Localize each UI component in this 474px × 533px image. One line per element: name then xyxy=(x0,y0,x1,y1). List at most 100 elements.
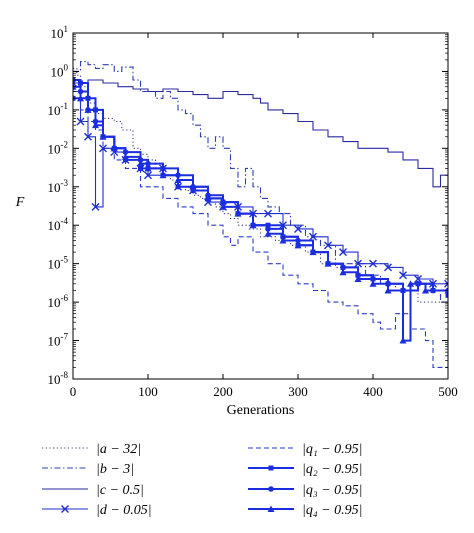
data-point xyxy=(144,164,152,172)
x-axis-title: Generations xyxy=(227,403,295,418)
legend-item: |a − 32| xyxy=(42,442,141,457)
series-3 xyxy=(73,79,448,199)
legend: |a − 32| |b − 3| |c − 0.5| |d − 0.05| |q₁ − … xyxy=(42,442,363,518)
data-point xyxy=(309,248,317,256)
data-point xyxy=(99,144,107,153)
data-point xyxy=(175,184,181,190)
data-point xyxy=(407,280,414,287)
legend-item: |q₁ − 0.95| xyxy=(248,442,363,457)
legend-item: |c − 0.5| xyxy=(42,483,144,498)
data-point xyxy=(84,132,92,141)
x-tick-label: 0 xyxy=(70,384,77,399)
data-point xyxy=(445,292,448,298)
data-point xyxy=(219,203,227,210)
y-tick-label: 100 xyxy=(51,62,69,79)
series-1 xyxy=(73,67,448,303)
data-point xyxy=(99,133,107,140)
legend-item: |b − 3| xyxy=(42,462,134,477)
data-point xyxy=(159,171,167,179)
data-point xyxy=(84,106,92,113)
series-8 xyxy=(73,83,448,344)
y-tick-label: 10-3 xyxy=(48,178,69,195)
y-tick-label: 10-4 xyxy=(48,216,69,233)
plot-frame xyxy=(72,32,449,380)
data-point xyxy=(324,260,332,267)
data-point xyxy=(369,280,377,287)
data-point xyxy=(384,263,392,272)
data-point xyxy=(92,121,99,129)
series-line xyxy=(73,79,448,199)
y-tick-label: 10-1 xyxy=(48,101,69,118)
data-point xyxy=(137,160,144,167)
legend-label: |d − 0.05| xyxy=(96,503,152,518)
data-point xyxy=(144,171,152,180)
data-point xyxy=(399,271,407,280)
legend-item: |q₃ − 0.95| xyxy=(248,483,363,498)
y-tick-label: 10-8 xyxy=(48,370,69,387)
legend-marker xyxy=(268,486,274,492)
y-axis-title: F xyxy=(15,195,25,210)
data-point xyxy=(264,230,272,237)
data-point xyxy=(384,287,392,294)
y-axis: 101 100 10-1 10-2 10-3 10-4 10-5 10-6 10-7 10-8 xyxy=(48,24,448,387)
data-point xyxy=(264,209,272,218)
data-point xyxy=(204,194,212,202)
series-5 xyxy=(73,90,448,368)
data-point xyxy=(190,188,196,194)
legend-label: |q₁ − 0.95| xyxy=(302,442,363,457)
data-point xyxy=(294,241,302,249)
legend-marker xyxy=(61,505,69,513)
data-point xyxy=(76,117,85,126)
x-axis: 0 100 200 300 400 500 xyxy=(70,33,458,399)
series-line xyxy=(73,90,448,368)
data-point xyxy=(279,237,287,244)
data-point xyxy=(422,287,429,294)
y-tick-label: 10-6 xyxy=(48,293,69,310)
legend-item: |q₄ − 0.95| xyxy=(248,503,363,518)
data-point xyxy=(309,232,317,241)
data-point xyxy=(444,279,448,288)
legend-label: |q₄ − 0.95| xyxy=(302,503,363,518)
x-tick-label: 500 xyxy=(438,384,458,399)
x-tick-label: 100 xyxy=(138,384,158,399)
legend-label: |b − 3| xyxy=(96,462,134,477)
data-point xyxy=(77,94,84,102)
data-point xyxy=(234,210,242,217)
data-point xyxy=(339,248,347,257)
legend-marker xyxy=(268,465,274,471)
x-tick-label: 300 xyxy=(288,384,308,399)
data-point xyxy=(91,202,100,211)
data-point xyxy=(324,241,332,250)
series-line xyxy=(73,67,448,303)
legend-label: |c − 0.5| xyxy=(96,483,144,498)
series-layer xyxy=(73,61,448,368)
data-point xyxy=(354,275,362,282)
y-tick-label: 10-5 xyxy=(48,255,69,272)
data-point xyxy=(399,337,407,344)
data-point xyxy=(249,221,257,229)
plot-area xyxy=(73,33,448,379)
data-point xyxy=(369,259,377,268)
x-tick-label: 400 xyxy=(363,384,383,399)
data-point xyxy=(110,144,118,152)
data-point xyxy=(174,176,182,184)
y-tick-label: 10-2 xyxy=(48,139,69,156)
data-point xyxy=(123,157,128,163)
data-point xyxy=(189,183,197,190)
legend-item: |d − 0.05| xyxy=(42,503,152,518)
y-tick-label: 10-7 xyxy=(48,332,69,349)
data-point xyxy=(294,224,302,233)
data-point xyxy=(138,165,143,171)
legend-marker xyxy=(267,505,275,512)
y-tick-label: 101 xyxy=(51,24,69,41)
legend-label: |q₃ − 0.95| xyxy=(302,483,363,498)
legend-item: |q₂ − 0.95| xyxy=(248,462,363,477)
legend-label: |a − 32| xyxy=(96,442,141,457)
legend-label: |q₂ − 0.95| xyxy=(302,462,363,477)
data-point xyxy=(444,287,448,294)
data-point xyxy=(73,83,77,90)
data-point xyxy=(339,268,347,276)
data-point xyxy=(122,153,129,160)
data-point xyxy=(354,259,362,268)
